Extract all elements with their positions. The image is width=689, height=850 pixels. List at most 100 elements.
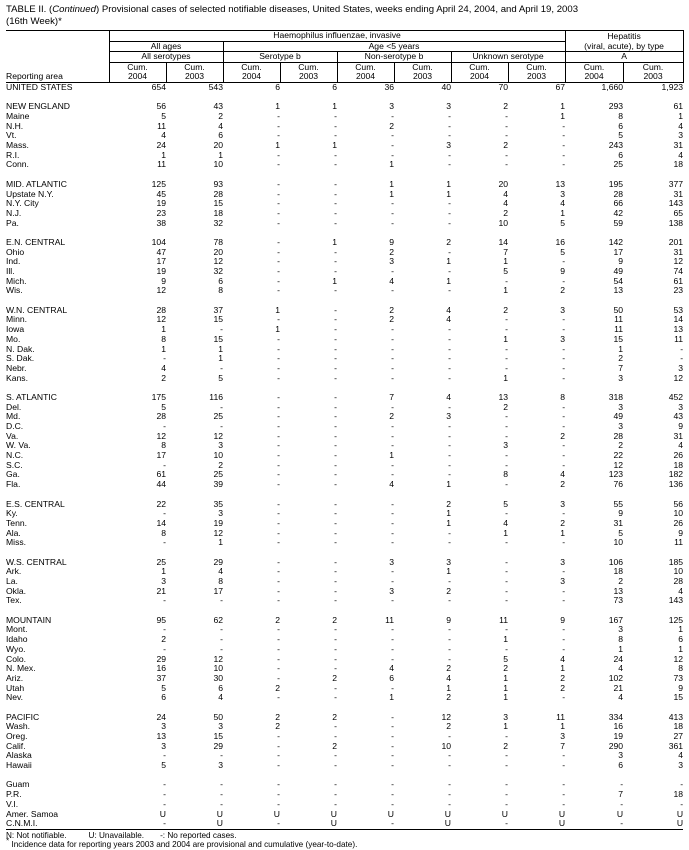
row-cell: 1	[389, 159, 394, 170]
row-cell: 2	[275, 711, 280, 722]
row-cell: -	[277, 353, 280, 364]
row-cell: 1	[389, 692, 394, 703]
row-cell: 10	[213, 663, 223, 674]
row-cell: -	[220, 789, 223, 800]
row-cell: 5	[218, 372, 223, 383]
row-cell: 3	[618, 372, 624, 383]
row-cell: -	[391, 789, 394, 800]
row-cell: 1	[560, 207, 566, 218]
row-spacer	[6, 296, 683, 306]
row-cell: 6	[218, 682, 223, 693]
row-cell: 25	[156, 556, 166, 567]
row-cell: -	[562, 411, 566, 422]
row-cell: -	[223, 818, 280, 830]
row-cell: 23	[156, 207, 166, 218]
row-cell: 2	[503, 663, 508, 674]
row-area-label: S.C.	[6, 459, 23, 470]
row-cell: 16	[156, 663, 166, 674]
row-cell: 29	[213, 556, 223, 567]
row-cell: 43	[213, 101, 223, 112]
header-all-serotypes: All serotypes	[108, 52, 224, 63]
row-cell: -	[277, 566, 280, 577]
row-cell: -	[334, 643, 337, 654]
row-cell: -	[505, 643, 508, 654]
row-cell: -	[277, 401, 280, 412]
row-cell: -	[220, 362, 223, 373]
row-cell: 12	[673, 372, 684, 383]
row-cell: 39	[213, 479, 223, 490]
row-cell: 95	[156, 614, 166, 625]
row-cell: -	[448, 120, 451, 131]
row-cell: 4	[446, 314, 451, 325]
row-cell: 11	[556, 711, 566, 722]
footnote-star-line: * Incidence data for reporting years 200…	[6, 837, 683, 849]
row-cell: 27	[673, 731, 684, 742]
row-cell: 23	[673, 285, 684, 296]
row-cell: 18	[673, 159, 684, 170]
row-area-label: Guam	[6, 779, 30, 790]
row-area-label: Nebr.	[6, 362, 27, 373]
row-cell: -	[163, 750, 166, 761]
row-spacer	[6, 228, 683, 238]
row-cell: 452	[668, 391, 684, 402]
row-cell: -	[562, 343, 566, 354]
row-cell: -	[562, 159, 566, 170]
table-row: N.H. 11 4 - - 2 - - - 6 4	[6, 120, 683, 132]
table-row: Ind. 17 12 - - 3 1 1 - 9 12	[6, 257, 683, 267]
row-cell: 28	[613, 188, 624, 199]
row-cell: -	[163, 798, 166, 809]
row-cell: -	[505, 343, 508, 354]
row-cell: -	[277, 217, 280, 228]
row-cell: 3	[560, 556, 566, 567]
row-cell: -	[334, 304, 337, 315]
row-cell: 6	[678, 634, 684, 645]
row-cell: 2	[503, 101, 508, 112]
row-cell: 14	[673, 314, 684, 325]
table-row: Upstate N.Y. 45 28 - - 1 1 4 3 28 31	[6, 189, 683, 199]
row-cell: -	[562, 372, 566, 383]
row-cell: 1	[446, 256, 451, 267]
row-spacer	[6, 771, 683, 781]
table-row: Miss. - 1 - - - - - - 10 11	[6, 538, 683, 548]
row-cell: 1	[389, 178, 394, 189]
row-cell: 7	[389, 391, 394, 402]
row-cell: -	[562, 643, 566, 654]
row-area-label: Calif.	[6, 740, 26, 751]
row-area-label: Hawaii	[6, 760, 32, 771]
row-area-label: Okla.	[6, 585, 27, 596]
row-cell: 12	[156, 314, 166, 325]
row-cell: -	[220, 798, 223, 809]
row-area-label: Mich.	[6, 275, 27, 286]
row-cell: -	[391, 740, 394, 751]
row-cell: 1	[560, 527, 566, 538]
table-row: W.N. CENTRAL 28 37 1 - 2 4 2 3 50 53	[6, 304, 683, 316]
row-cell: 5	[503, 266, 508, 277]
row-cell: 22	[156, 498, 166, 509]
header-col-hepa-2003: Cum. 2003	[623, 61, 684, 83]
table-row: Vt. 4 6 - - - - - - 5 3	[6, 131, 683, 141]
row-cell: 19	[156, 198, 166, 209]
row-area-label: N.H.	[6, 120, 24, 131]
row-cell: -	[277, 120, 280, 131]
row-cell: 49	[613, 411, 624, 422]
table-row: W. Va. 8 3 - - - - 3 - 2 4	[6, 441, 683, 451]
row-cell: 61	[673, 101, 684, 112]
row-cell: -	[334, 798, 337, 809]
row-cell: -	[277, 430, 280, 441]
row-cell: 1	[503, 527, 508, 538]
row-cell: -	[277, 178, 280, 189]
header-cum-label: Cum.	[642, 61, 664, 72]
row-cell: 1	[161, 324, 166, 335]
row-cell: 17	[156, 256, 166, 267]
row-cell: -	[277, 246, 280, 257]
row-cell: 11	[674, 333, 684, 344]
table-row: N. Dak. 1 1 - - - - - - 1 -	[6, 344, 683, 354]
row-cell: 2	[503, 140, 508, 151]
table-row: Colo. 29 12 - - - - 5 4 24 12	[6, 654, 683, 664]
row-area-label: E.N. CENTRAL	[6, 236, 66, 247]
row-cell: 28	[673, 576, 684, 587]
row-cell: -	[448, 343, 451, 354]
table-row: N. Mex. 16 10 - - 4 2 2 1 4 8	[6, 664, 683, 674]
row-cell: 1	[161, 566, 166, 577]
row-area-label: Fla.	[6, 479, 21, 490]
